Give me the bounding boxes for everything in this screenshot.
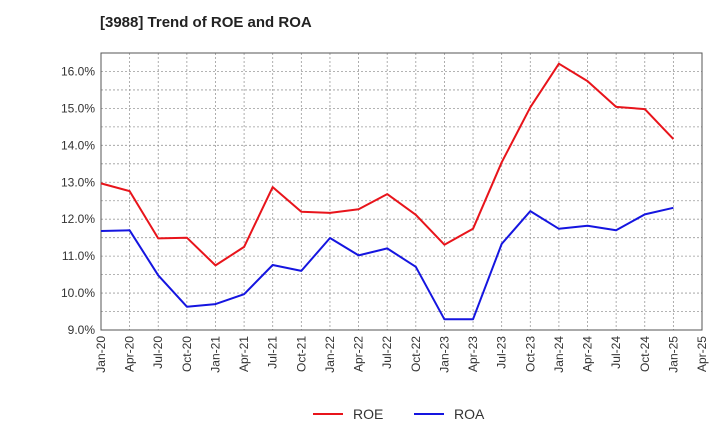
- x-tick-label: Jul-24: [609, 336, 623, 369]
- y-tick-label: 9.0%: [68, 323, 96, 337]
- x-tick-label: Jan-20: [94, 336, 108, 373]
- x-tick-label: Jul-20: [151, 336, 165, 369]
- x-tick-label: Jan-23: [437, 336, 451, 373]
- x-tick-label: Apr-24: [581, 336, 595, 372]
- y-tick-label: 10.0%: [61, 286, 95, 300]
- chart-title: [3988] Trend of ROE and ROA: [100, 14, 312, 31]
- y-tick-label: 11.0%: [62, 249, 95, 263]
- plot-area: [101, 53, 702, 330]
- x-tick-label: Apr-23: [466, 336, 480, 372]
- x-tick-label: Oct-23: [523, 336, 537, 372]
- x-tick-label: Oct-20: [180, 336, 194, 372]
- x-tick-label: Jan-25: [666, 336, 680, 373]
- x-tick-label: Apr-25: [695, 336, 709, 372]
- x-tick-label: Oct-21: [294, 336, 308, 372]
- y-tick-label: 12.0%: [61, 212, 95, 226]
- x-tick-label: Apr-21: [237, 336, 251, 372]
- legend-label-roe: ROE: [353, 406, 383, 422]
- x-tick-label: Jan-24: [552, 336, 566, 373]
- x-tick-label: Jan-21: [208, 336, 222, 373]
- y-tick-label: 15.0%: [61, 101, 95, 115]
- x-tick-label: Jul-23: [495, 336, 509, 369]
- x-tick-label: Oct-22: [409, 336, 423, 372]
- legend-label-roa: ROA: [454, 406, 485, 422]
- x-tick-label: Apr-22: [352, 336, 366, 372]
- series-line-roa: [100, 206, 674, 321]
- x-tick-label: Jul-21: [266, 336, 280, 369]
- x-tick-label: Apr-20: [123, 336, 137, 372]
- x-tick-label: Jul-22: [380, 336, 394, 369]
- x-tick-label: Jan-22: [323, 336, 337, 373]
- y-tick-label: 13.0%: [61, 175, 95, 189]
- y-tick-label: 16.0%: [61, 64, 95, 78]
- y-tick-label: 14.0%: [61, 138, 95, 152]
- series-line-roe: [100, 62, 675, 267]
- x-tick-label: Oct-24: [638, 336, 652, 372]
- plot-border: [100, 52, 703, 331]
